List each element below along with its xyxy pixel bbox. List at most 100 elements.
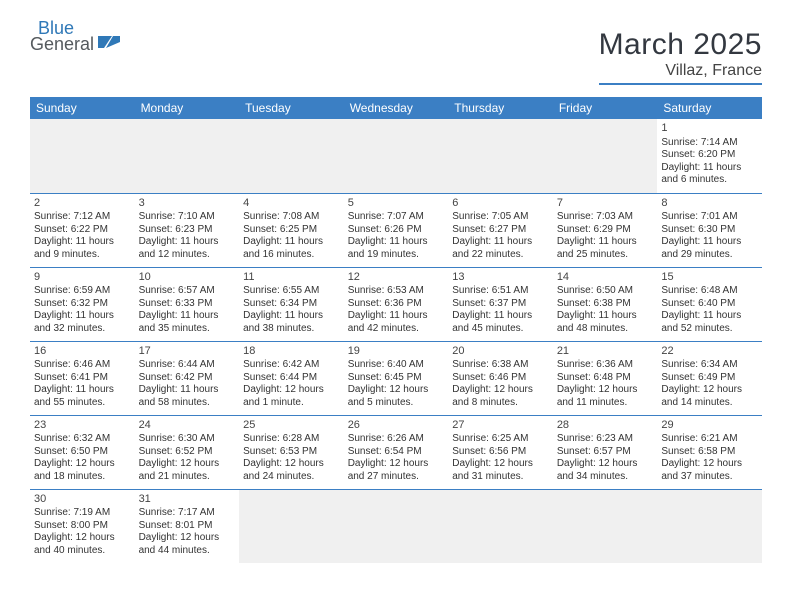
day-number: 4 xyxy=(243,197,340,211)
calendar-week-row: 16Sunrise: 6:46 AMSunset: 6:41 PMDayligh… xyxy=(30,341,762,415)
month-title: March 2025 xyxy=(599,28,762,62)
calendar-cell: 20Sunrise: 6:38 AMSunset: 6:46 PMDayligh… xyxy=(448,341,553,415)
cell-sunrise: Sunrise: 7:01 AM xyxy=(661,211,758,224)
cell-sunrise: Sunrise: 6:55 AM xyxy=(243,285,340,298)
cell-day2: and 19 minutes. xyxy=(348,249,445,262)
cell-day2: and 45 minutes. xyxy=(452,323,549,336)
cell-sunset: Sunset: 6:57 PM xyxy=(557,446,654,459)
title-block: March 2025 Villaz, France xyxy=(599,28,762,85)
cell-sunset: Sunset: 6:29 PM xyxy=(557,224,654,237)
cell-sunset: Sunset: 6:36 PM xyxy=(348,298,445,311)
cell-sunset: Sunset: 6:58 PM xyxy=(661,446,758,459)
calendar-cell xyxy=(30,119,135,193)
cell-sunrise: Sunrise: 6:46 AM xyxy=(34,359,131,372)
cell-sunrise: Sunrise: 6:59 AM xyxy=(34,285,131,298)
cell-day2: and 24 minutes. xyxy=(243,471,340,484)
flag-icon xyxy=(98,34,120,55)
cell-day1: Daylight: 12 hours xyxy=(34,532,131,545)
day-number: 30 xyxy=(34,493,131,507)
day-number: 10 xyxy=(139,271,236,285)
calendar-cell: 27Sunrise: 6:25 AMSunset: 6:56 PMDayligh… xyxy=(448,415,553,489)
cell-day2: and 12 minutes. xyxy=(139,249,236,262)
cell-sunset: Sunset: 6:54 PM xyxy=(348,446,445,459)
cell-sunset: Sunset: 6:46 PM xyxy=(452,372,549,385)
calendar-cell xyxy=(553,119,658,193)
calendar-cell: 15Sunrise: 6:48 AMSunset: 6:40 PMDayligh… xyxy=(657,267,762,341)
cell-day2: and 25 minutes. xyxy=(557,249,654,262)
calendar-cell: 18Sunrise: 6:42 AMSunset: 6:44 PMDayligh… xyxy=(239,341,344,415)
cell-day1: Daylight: 12 hours xyxy=(139,532,236,545)
day-number: 1 xyxy=(661,122,758,136)
calendar-cell: 19Sunrise: 6:40 AMSunset: 6:45 PMDayligh… xyxy=(344,341,449,415)
cell-day1: Daylight: 11 hours xyxy=(139,384,236,397)
cell-sunset: Sunset: 6:38 PM xyxy=(557,298,654,311)
cell-day2: and 52 minutes. xyxy=(661,323,758,336)
cell-sunrise: Sunrise: 7:14 AM xyxy=(661,137,758,150)
calendar-week-row: 1Sunrise: 7:14 AMSunset: 6:20 PMDaylight… xyxy=(30,119,762,193)
cell-day2: and 18 minutes. xyxy=(34,471,131,484)
cell-sunset: Sunset: 6:32 PM xyxy=(34,298,131,311)
cell-day1: Daylight: 12 hours xyxy=(34,458,131,471)
calendar-cell: 2Sunrise: 7:12 AMSunset: 6:22 PMDaylight… xyxy=(30,193,135,267)
cell-sunrise: Sunrise: 6:48 AM xyxy=(661,285,758,298)
cell-day1: Daylight: 11 hours xyxy=(452,310,549,323)
brand-text-blue: Blue xyxy=(38,18,74,38)
day-number: 27 xyxy=(452,419,549,433)
cell-day2: and 55 minutes. xyxy=(34,397,131,410)
cell-sunrise: Sunrise: 6:57 AM xyxy=(139,285,236,298)
cell-day2: and 11 minutes. xyxy=(557,397,654,410)
calendar-cell: 7Sunrise: 7:03 AMSunset: 6:29 PMDaylight… xyxy=(553,193,658,267)
cell-sunset: Sunset: 6:44 PM xyxy=(243,372,340,385)
cell-day2: and 44 minutes. xyxy=(139,545,236,558)
cell-sunset: Sunset: 8:00 PM xyxy=(34,520,131,533)
cell-day2: and 9 minutes. xyxy=(34,249,131,262)
calendar-cell xyxy=(448,119,553,193)
cell-day1: Daylight: 12 hours xyxy=(452,384,549,397)
calendar-week-row: 23Sunrise: 6:32 AMSunset: 6:50 PMDayligh… xyxy=(30,415,762,489)
cell-day1: Daylight: 12 hours xyxy=(661,458,758,471)
cell-day2: and 32 minutes. xyxy=(34,323,131,336)
cell-sunrise: Sunrise: 6:28 AM xyxy=(243,433,340,446)
calendar-cell xyxy=(239,119,344,193)
cell-sunrise: Sunrise: 6:36 AM xyxy=(557,359,654,372)
calendar-cell: 17Sunrise: 6:44 AMSunset: 6:42 PMDayligh… xyxy=(135,341,240,415)
cell-day1: Daylight: 12 hours xyxy=(139,458,236,471)
cell-sunset: Sunset: 6:42 PM xyxy=(139,372,236,385)
day-number: 5 xyxy=(348,197,445,211)
cell-day2: and 1 minute. xyxy=(243,397,340,410)
cell-sunset: Sunset: 6:34 PM xyxy=(243,298,340,311)
location-label: Villaz, France xyxy=(665,62,762,79)
cell-sunset: Sunset: 6:27 PM xyxy=(452,224,549,237)
cell-day2: and 16 minutes. xyxy=(243,249,340,262)
cell-sunrise: Sunrise: 6:34 AM xyxy=(661,359,758,372)
cell-sunset: Sunset: 6:37 PM xyxy=(452,298,549,311)
cell-sunrise: Sunrise: 7:10 AM xyxy=(139,211,236,224)
cell-day1: Daylight: 11 hours xyxy=(243,236,340,249)
calendar-cell: 25Sunrise: 6:28 AMSunset: 6:53 PMDayligh… xyxy=(239,415,344,489)
cell-day1: Daylight: 11 hours xyxy=(34,236,131,249)
cell-day1: Daylight: 12 hours xyxy=(348,384,445,397)
cell-day2: and 42 minutes. xyxy=(348,323,445,336)
cell-day1: Daylight: 11 hours xyxy=(661,236,758,249)
cell-day1: Daylight: 12 hours xyxy=(452,458,549,471)
cell-day1: Daylight: 11 hours xyxy=(34,310,131,323)
cell-sunrise: Sunrise: 7:05 AM xyxy=(452,211,549,224)
dayheader-wed: Wednesday xyxy=(344,97,449,119)
cell-day1: Daylight: 11 hours xyxy=(661,310,758,323)
day-number: 29 xyxy=(661,419,758,433)
cell-day1: Daylight: 11 hours xyxy=(661,162,758,175)
cell-sunset: Sunset: 6:30 PM xyxy=(661,224,758,237)
cell-sunrise: Sunrise: 7:17 AM xyxy=(139,507,236,520)
day-number: 13 xyxy=(452,271,549,285)
cell-day1: Daylight: 11 hours xyxy=(452,236,549,249)
cell-sunrise: Sunrise: 6:51 AM xyxy=(452,285,549,298)
day-number: 14 xyxy=(557,271,654,285)
cell-sunrise: Sunrise: 7:12 AM xyxy=(34,211,131,224)
cell-sunset: Sunset: 6:48 PM xyxy=(557,372,654,385)
day-number: 6 xyxy=(452,197,549,211)
calendar-cell: 9Sunrise: 6:59 AMSunset: 6:32 PMDaylight… xyxy=(30,267,135,341)
cell-day1: Daylight: 11 hours xyxy=(557,310,654,323)
cell-sunrise: Sunrise: 6:42 AM xyxy=(243,359,340,372)
day-number: 19 xyxy=(348,345,445,359)
cell-day2: and 35 minutes. xyxy=(139,323,236,336)
